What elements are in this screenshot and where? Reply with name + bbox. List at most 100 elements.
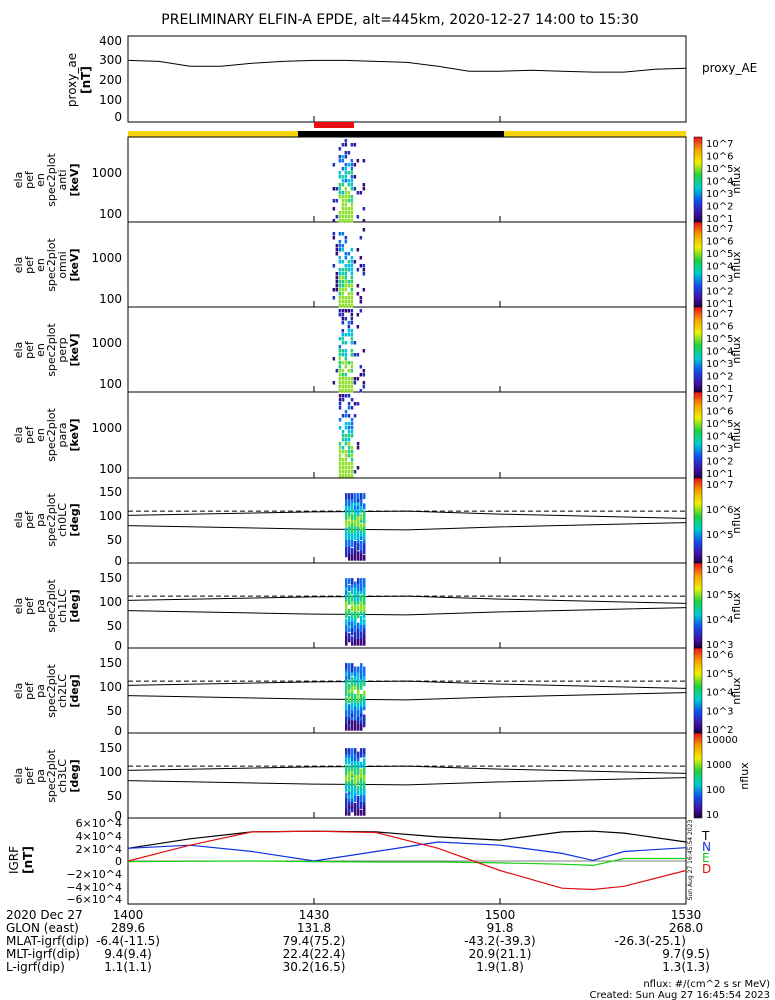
pitch-angle-cell: [351, 530, 354, 537]
en-para-ylabel-1: ela: [12, 427, 25, 444]
pitch-angle-cell: [348, 615, 351, 622]
spectrogram-cell: [347, 280, 351, 284]
spectrogram-cell: [353, 381, 357, 385]
spectrogram-cell: [353, 377, 357, 381]
pitch-angle-cell: [354, 585, 357, 591]
pitch-angle-cell: [348, 768, 351, 775]
spectrogram-cell: [338, 474, 342, 478]
pitch-angle-cell: [357, 680, 360, 687]
pitch-angle-cell: [354, 775, 357, 782]
pitch-angle-cell: [360, 585, 363, 591]
en-para-ytick-100: 100: [99, 462, 122, 476]
ch1-ytick-100: 100: [99, 595, 122, 609]
pitch-angle-cell: [345, 663, 348, 670]
spectrogram-cell: [347, 385, 351, 389]
spectrogram-cell: [341, 349, 345, 353]
proxy-ae-ylabel-line-1: proxy_ae: [65, 53, 79, 107]
spectrogram-cell: [362, 159, 366, 163]
spectrogram-cell: [350, 434, 354, 438]
spectrogram-cell: [362, 228, 366, 232]
spectrogram-cell: [338, 385, 342, 389]
pitch-angle-cell: [357, 755, 360, 761]
spectrogram-cell: [350, 422, 354, 426]
pitch-angle-cell: [351, 789, 354, 796]
spectrogram-cell: [341, 292, 345, 296]
pitch-angle-cell: [363, 544, 366, 551]
spectrogram-cell: [335, 284, 339, 288]
pitch-angle-cell: [345, 530, 348, 537]
pitch-angle-cell: [360, 792, 363, 799]
pitch-angle-cell: [354, 547, 357, 554]
pitch-angle-cell: [348, 683, 351, 690]
spectrogram-cell: [338, 280, 342, 284]
pitch-angle-cell: [348, 530, 351, 537]
pitch-angle-cell: [345, 676, 348, 683]
pitch-angle-cell: [354, 615, 357, 622]
spectrogram-cell: [350, 398, 354, 402]
spectrogram-cell: [347, 321, 351, 325]
pitch-angle-cell: [357, 721, 360, 728]
spectrogram-cell: [338, 276, 342, 280]
pitch-angle-cell: [351, 704, 354, 711]
en-omni-ylabel-6: [keV]: [68, 248, 81, 281]
spectrogram-cell: [332, 232, 336, 236]
spectrogram-cell: [338, 268, 342, 272]
en-perp-cbar-label: nflux: [730, 336, 743, 364]
pitch-angle-cell: [351, 517, 354, 524]
ch3-ytick-100: 100: [99, 765, 122, 779]
pitch-angle-cell: [348, 704, 351, 711]
spectrogram-cell: [341, 458, 345, 462]
colorbar-tick-label: 10^7: [706, 394, 733, 405]
spectrogram-cell: [338, 365, 342, 369]
pitch-angle-cell: [357, 768, 360, 775]
pitch-angle-cell: [360, 683, 363, 690]
pitch-angle-cell: [360, 680, 363, 687]
anti-loss-cone-line: [127, 510, 687, 519]
spectrogram-cell: [338, 381, 342, 385]
spectrogram-cell: [353, 187, 357, 191]
spectrogram-cell: [347, 389, 351, 393]
spectrogram-cell: [347, 466, 351, 470]
pitch-angle-cell: [363, 513, 366, 520]
pitch-angle-cell: [345, 687, 348, 694]
spectrogram-cell: [338, 284, 342, 288]
en-perp-ytick-1000: 1000: [91, 336, 122, 350]
pitch-angle-cell: [345, 802, 348, 809]
pitch-angle-cell: [360, 513, 363, 520]
pitch-angle-cell: [363, 598, 366, 605]
en-anti-colorbar: [693, 136, 703, 223]
pitch-angle-cell: [351, 534, 354, 541]
pitch-angle-cell: [351, 523, 354, 530]
spectrogram-cell: [341, 288, 345, 292]
ch0-ylabel-1: ela: [12, 512, 25, 529]
spectrogram-cell: [344, 240, 348, 244]
pitch-angle-cell: [360, 724, 363, 731]
spectrogram-cell: [353, 353, 357, 357]
pitch-angle-cell: [357, 676, 360, 683]
eph-r0-c0: 1400: [113, 908, 144, 922]
spectrogram-cell: [338, 183, 342, 187]
pitch-angle-cell: [348, 632, 351, 639]
spectrogram-cell: [350, 381, 354, 385]
pitch-angle-cell: [357, 544, 360, 551]
pitch-angle-cell: [345, 704, 348, 711]
pitch-angle-cell: [357, 500, 360, 506]
spectrogram-cell: [350, 143, 354, 147]
pitch-angle-cell: [354, 588, 357, 595]
spectrogram-cell: [350, 406, 354, 410]
pitch-angle-cell: [354, 683, 357, 690]
spectrogram-cell: [335, 288, 339, 292]
pitch-angle-cell: [357, 785, 360, 792]
pitch-angle-cell: [345, 666, 348, 673]
colorbar-tick-label: 10^3: [706, 274, 733, 285]
spectrogram-cell: [332, 288, 336, 292]
colorbar-tick-label: 10^2: [706, 202, 733, 213]
pitch-angle-cell: [363, 636, 366, 643]
panel-en-para: ela pef en spec2plot para [keV] 1000 100…: [12, 391, 743, 479]
spectrogram-cell: [338, 470, 342, 474]
pitch-angle-cell: [363, 629, 366, 636]
pitch-angle-cell: [363, 612, 366, 619]
pitch-angle-cell: [360, 622, 363, 629]
pitch-angle-cell: [363, 585, 366, 591]
spectrogram-cell: [347, 252, 351, 256]
